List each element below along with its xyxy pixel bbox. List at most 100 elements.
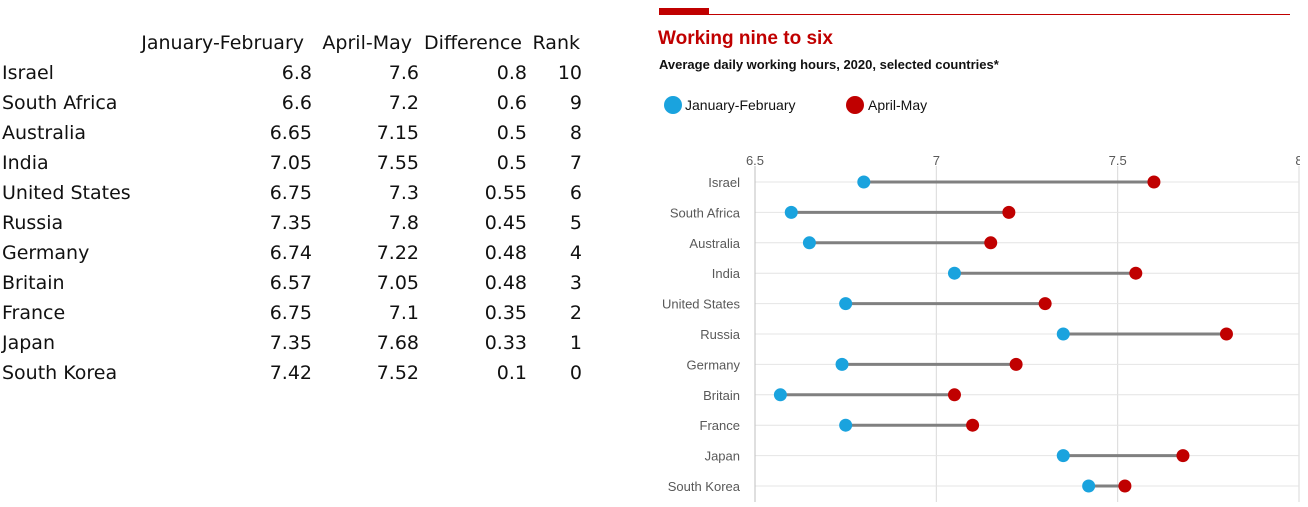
point-jan-feb (773, 388, 787, 402)
header-difference: Difference (424, 32, 522, 54)
cell-country: Japan (2, 332, 55, 354)
point-apr-may (1147, 175, 1161, 189)
cell-rank: 3 (569, 272, 582, 294)
point-apr-may (1038, 297, 1052, 311)
cell-apr-may: 7.15 (376, 122, 419, 144)
legend-label-jan-feb: January-February (685, 97, 796, 113)
cell-difference: 0.5 (496, 122, 527, 144)
cell-apr-may: 7.8 (388, 212, 419, 234)
chart-subtitle: Average daily working hours, 2020, selec… (659, 57, 999, 72)
cell-jan-feb: 6.8 (281, 62, 312, 84)
chart-title: Working nine to six (658, 28, 833, 49)
y-tick-label: South Korea (668, 479, 741, 494)
chart-top-rule (659, 14, 1290, 15)
cell-jan-feb: 6.65 (269, 122, 312, 144)
cell-difference: 0.48 (484, 272, 527, 294)
cell-jan-feb: 6.75 (269, 182, 312, 204)
y-tick-label: Germany (687, 357, 741, 372)
cell-difference: 0.8 (496, 62, 527, 84)
point-jan-feb (784, 205, 798, 219)
point-jan-feb (947, 266, 961, 280)
table-row: India 7.05 7.55 0.5 7 (0, 148, 600, 178)
cell-jan-feb: 7.35 (269, 332, 312, 354)
cell-rank: 0 (569, 362, 582, 384)
cell-country: India (2, 152, 49, 174)
cell-jan-feb: 6.74 (269, 242, 312, 264)
cell-apr-may: 7.1 (388, 302, 419, 324)
cell-country: Britain (2, 272, 65, 294)
table-row: United States 6.75 7.3 0.55 6 (0, 178, 600, 208)
point-jan-feb (802, 236, 816, 250)
point-apr-may (1009, 357, 1023, 371)
point-jan-feb (1056, 449, 1070, 463)
cell-rank: 10 (557, 62, 582, 84)
plot-area: 6.5 7 7.5 8 Israel South Africa Australia India… (662, 153, 1300, 502)
cell-country: Germany (2, 242, 90, 264)
point-jan-feb (1082, 479, 1096, 493)
legend-label-apr-may: April-May (868, 97, 928, 113)
cell-country: Australia (2, 122, 87, 144)
point-apr-may (966, 418, 980, 432)
cell-difference: 0.45 (484, 212, 527, 234)
cell-rank: 8 (569, 122, 582, 144)
chart-accent-bar (659, 8, 709, 15)
legend-marker-jan-feb (664, 96, 682, 114)
y-tick-label: India (712, 266, 741, 281)
cell-difference: 0.33 (484, 332, 527, 354)
table-row: France 6.75 7.1 0.35 2 (0, 298, 600, 328)
table-row: South Africa 6.6 7.2 0.6 9 (0, 88, 600, 118)
cell-jan-feb: 6.57 (269, 272, 312, 294)
table-row: Japan 7.35 7.68 0.33 1 (0, 328, 600, 358)
point-apr-may (1002, 205, 1016, 219)
point-jan-feb (839, 297, 853, 311)
header-rank: Rank (532, 32, 580, 54)
cell-country: Russia (2, 212, 64, 234)
point-apr-may (947, 388, 961, 402)
point-apr-may (1129, 266, 1143, 280)
table-row: Germany 6.74 7.22 0.48 4 (0, 238, 600, 268)
data-table: January-February April-May Difference Ra… (0, 28, 600, 388)
table-row: South Korea 7.42 7.52 0.1 0 (0, 358, 600, 388)
cell-country: South Africa (2, 92, 118, 114)
x-tick-label: 7.5 (1109, 153, 1127, 168)
table-row: Russia 7.35 7.8 0.45 5 (0, 208, 600, 238)
table-row: Australia 6.65 7.15 0.5 8 (0, 118, 600, 148)
legend-marker-apr-may (846, 96, 864, 114)
x-tick-label: 6.5 (746, 153, 764, 168)
cell-jan-feb: 6.75 (269, 302, 312, 324)
cell-jan-feb: 7.42 (269, 362, 312, 384)
x-tick-label: 8 (1295, 153, 1300, 168)
y-tick-label: Israel (708, 175, 740, 190)
cell-difference: 0.35 (484, 302, 527, 324)
y-tick-label: France (700, 418, 740, 433)
cell-country: Israel (2, 62, 54, 84)
y-tick-label: Russia (700, 327, 741, 342)
cell-jan-feb: 7.35 (269, 212, 312, 234)
cell-apr-may: 7.22 (376, 242, 419, 264)
y-tick-label: United States (662, 297, 741, 312)
point-jan-feb (857, 175, 871, 189)
cell-apr-may: 7.05 (376, 272, 419, 294)
y-tick-label: Japan (705, 449, 740, 464)
cell-apr-may: 7.2 (388, 92, 419, 114)
dumbbell-chart: Working nine to six Average daily workin… (650, 0, 1300, 507)
cell-jan-feb: 7.05 (269, 152, 312, 174)
cell-apr-may: 7.68 (376, 332, 419, 354)
cell-difference: 0.55 (484, 182, 527, 204)
cell-difference: 0.6 (496, 92, 527, 114)
header-apr-may: April-May (322, 32, 412, 54)
cell-difference: 0.5 (496, 152, 527, 174)
point-apr-may (1176, 449, 1190, 463)
cell-rank: 6 (569, 182, 582, 204)
y-tick-label: Australia (689, 236, 740, 251)
point-apr-may (984, 236, 998, 250)
cell-rank: 1 (569, 332, 582, 354)
table-row: Israel 6.8 7.6 0.8 10 (0, 58, 600, 88)
table-header-row: January-February April-May Difference Ra… (0, 28, 600, 58)
cell-country: United States (2, 182, 131, 204)
x-tick-label: 7 (933, 153, 940, 168)
point-jan-feb (839, 418, 853, 432)
cell-apr-may: 7.6 (388, 62, 419, 84)
cell-jan-feb: 6.6 (281, 92, 312, 114)
cell-apr-may: 7.3 (388, 182, 419, 204)
